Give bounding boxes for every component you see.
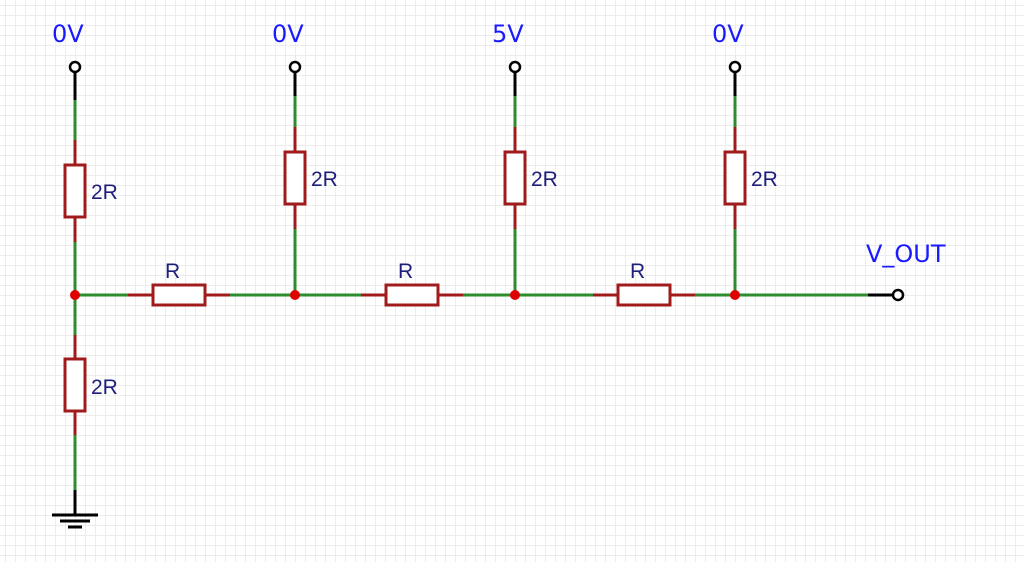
resistor-value-label: R xyxy=(630,260,645,283)
resistor-value-label: R xyxy=(398,260,413,283)
junction-dot xyxy=(290,290,300,300)
input-terminal[interactable] xyxy=(728,60,742,74)
junction-dot xyxy=(70,290,80,300)
source-voltage-label: 5V xyxy=(492,20,524,48)
junction-dot xyxy=(730,290,740,300)
source-voltage-label: 0V xyxy=(712,20,744,48)
resistor-shunt-2 xyxy=(283,150,307,206)
input-terminal[interactable] xyxy=(68,60,82,74)
junction-dot xyxy=(510,290,520,300)
resistor-value-label: 2R xyxy=(751,168,778,191)
resistor-series-1 xyxy=(151,283,207,307)
output-terminal[interactable] xyxy=(891,288,905,302)
resistor-shunt-4 xyxy=(723,150,747,206)
resistor-shunt-3 xyxy=(503,150,527,206)
resistor-value-label: 2R xyxy=(311,168,338,191)
resistor-series-2 xyxy=(384,283,440,307)
resistor-bottom xyxy=(63,357,87,413)
resistor-shunt-1 xyxy=(63,163,87,219)
resistor-value-label: 2R xyxy=(531,168,558,191)
input-terminal[interactable] xyxy=(288,60,302,74)
source-voltage-label: 0V xyxy=(272,20,304,48)
output-label: V_OUT xyxy=(866,240,946,268)
source-voltage-label: 0V xyxy=(52,20,84,48)
resistor-value-label: 2R xyxy=(91,181,118,204)
input-terminal[interactable] xyxy=(508,60,522,74)
resistor-value-label: 2R xyxy=(91,376,118,399)
resistor-series-3 xyxy=(616,283,672,307)
resistor-value-label: R xyxy=(165,260,180,283)
